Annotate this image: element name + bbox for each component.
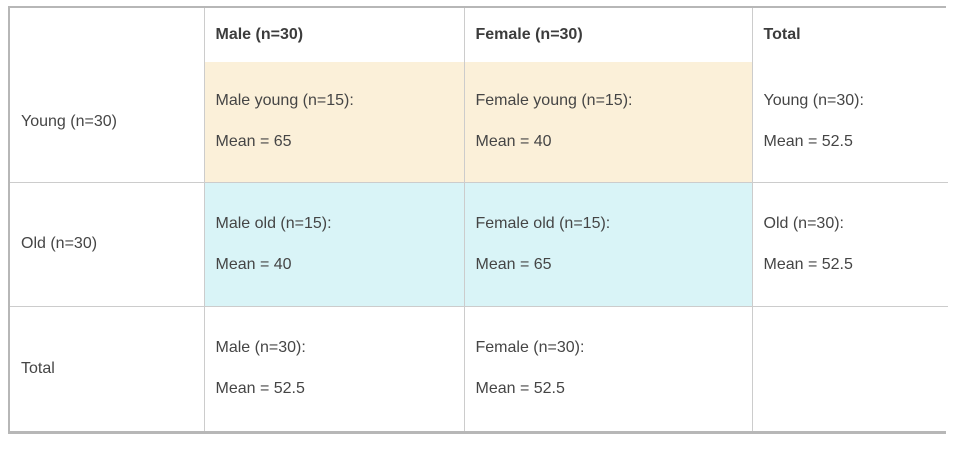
row-header-total: Total [10,305,205,431]
cell-mean: Mean = 65 [215,133,292,151]
cell-mean: Mean = 40 [215,255,292,273]
row-young: Young (n=30) Male young (n=15): Mean = 6… [10,62,948,183]
cell-title: Male old (n=15): [215,214,332,232]
cell-title: Male young (n=15): [215,92,354,110]
header-row: Male (n=30) Female (n=30) Total [10,8,948,62]
cell-grand-total-empty [751,305,948,431]
cell-mean: Mean = 40 [475,133,552,151]
cell-male-young: Male young (n=15): Mean = 65 [203,62,465,183]
cell-mean: Mean = 52.5 [763,133,853,151]
cell-old-total: Old (n=30): Mean = 52.5 [751,181,948,307]
cell-mean: Mean = 65 [475,255,552,273]
cell-title: Old (n=30): [763,214,844,232]
col-header-female: Female (n=30) [463,8,753,62]
row-header-old: Old (n=30) [10,181,205,307]
cell-title: Young (n=30): [763,92,864,110]
row-header-young: Young (n=30) [10,62,205,183]
col-header-total: Total [751,8,948,62]
row-old: Old (n=30) Male old (n=15): Mean = 40 Fe… [10,181,948,307]
cell-mean: Mean = 52.5 [215,380,305,398]
cell-title: Female (n=30): [475,339,585,357]
row-total: Total Male (n=30): Mean = 52.5 Female (n… [10,305,948,431]
means-table: Male (n=30) Female (n=30) Total Young (n… [10,8,948,431]
cell-male-total: Male (n=30): Mean = 52.5 [203,305,465,431]
means-table-frame: Male (n=30) Female (n=30) Total Young (n… [8,6,948,434]
cell-mean: Mean = 52.5 [475,380,565,398]
cell-male-old: Male old (n=15): Mean = 40 [203,181,465,307]
cell-female-young: Female young (n=15): Mean = 40 [463,62,753,183]
col-header-male: Male (n=30) [203,8,465,62]
cell-female-old: Female old (n=15): Mean = 65 [463,181,753,307]
cell-mean: Mean = 52.5 [763,255,853,273]
cell-title: Male (n=30): [215,339,306,357]
cell-title: Female young (n=15): [475,92,633,110]
cell-young-total: Young (n=30): Mean = 52.5 [751,62,948,183]
cell-female-total: Female (n=30): Mean = 52.5 [463,305,753,431]
cell-title: Female old (n=15): [475,214,611,232]
col-header-empty [10,8,205,62]
